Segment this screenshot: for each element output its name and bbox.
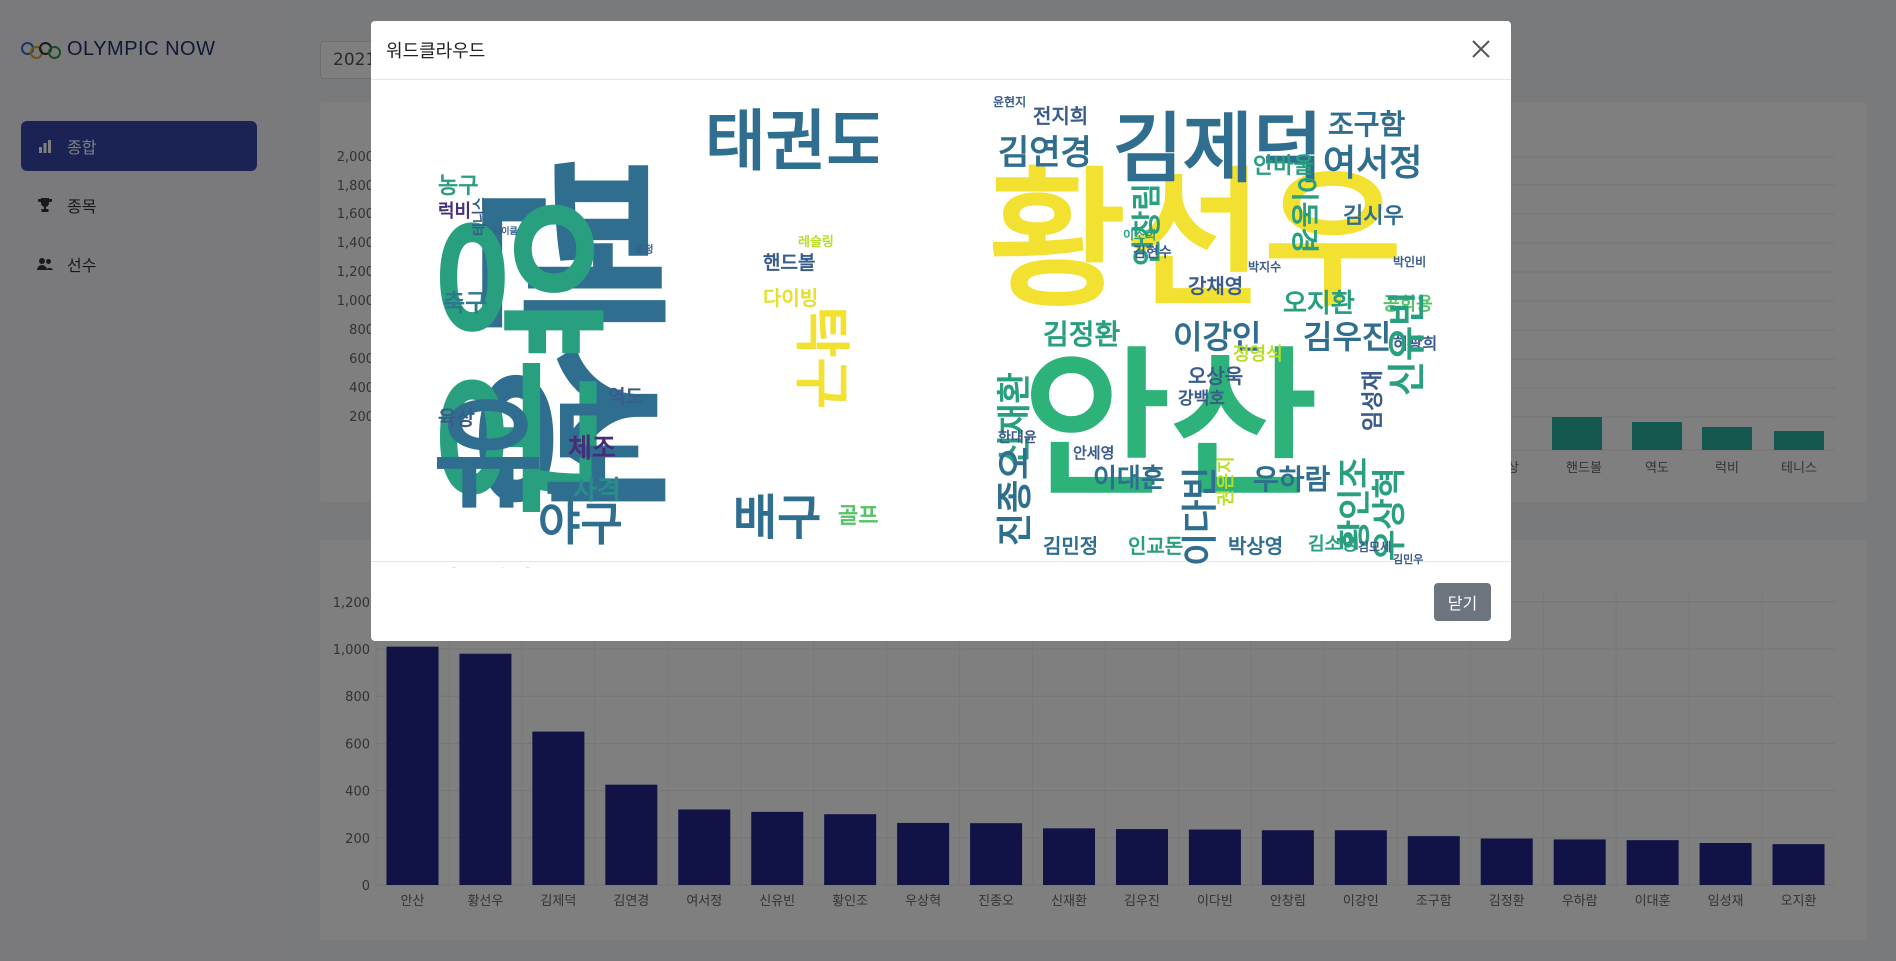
cloud-word: 인교돈 bbox=[1128, 534, 1184, 558]
athletes-word-cloud: 황선우 안산 김제덕 김연경 여서정 조구함 전지희 김시우 이동경 안바울 안… bbox=[993, 96, 1438, 568]
cloud-word: 신유빈 bbox=[1385, 291, 1429, 396]
cloud-word: 황선우 bbox=[993, 154, 1403, 328]
cloud-word: 이강인 bbox=[1173, 318, 1262, 356]
cloud-word: 이다빈 bbox=[1180, 466, 1221, 566]
cloud-word: 핸드볼 bbox=[763, 252, 816, 274]
cloud-word: 김정환 bbox=[1043, 318, 1121, 351]
cloud-word: 육상 bbox=[438, 406, 475, 430]
cloud-word: 사격 bbox=[573, 476, 621, 506]
cloud-word: 강백호 bbox=[1178, 389, 1225, 409]
cloud-word: 김우진 bbox=[1303, 318, 1392, 356]
modal-footer: 닫기 bbox=[371, 562, 1511, 639]
cloud-word: 사이클 bbox=[493, 227, 518, 237]
cloud-word: 김소영 bbox=[1308, 534, 1358, 555]
modal-header: 워드클라우드 bbox=[371, 21, 1511, 80]
cloud-word: 임성재 bbox=[1361, 370, 1386, 431]
cloud-word: 김민우 bbox=[1393, 553, 1424, 566]
cloud-word: 레슬링 bbox=[798, 235, 834, 250]
cloud-word: 진종오 bbox=[995, 446, 1036, 546]
cloud-word: 안산 bbox=[1023, 332, 1318, 519]
close-button[interactable]: 닫기 bbox=[1434, 583, 1491, 621]
cloud-word: 이소희 bbox=[1123, 228, 1157, 242]
cloud-word: 권은지 bbox=[1216, 456, 1237, 506]
cloud-word: 김민정 bbox=[1043, 534, 1099, 558]
cloud-word: 김시우 bbox=[1343, 204, 1404, 229]
cloud-word: 김모세 bbox=[1358, 540, 1392, 554]
cloud-word: 우하람 bbox=[1253, 463, 1331, 496]
cloud-word: 체조 bbox=[568, 434, 616, 464]
cloud-word: 김현수 bbox=[1133, 245, 1172, 261]
wordcloud-modal: 워드클라우드 태권도 펜싱 양궁 유도 축구 탁구 야구 배구 농구 럭비 핸드… bbox=[371, 21, 1511, 641]
cloud-word: 안바울 bbox=[1253, 154, 1314, 179]
cloud-word: 이대훈 bbox=[1093, 464, 1165, 494]
cloud-word: 박인비 bbox=[1393, 255, 1427, 269]
cloud-word: 역도 bbox=[608, 386, 643, 408]
cloud-word: 윤현지 bbox=[993, 96, 1027, 109]
cloud-word: 강채영 bbox=[1188, 274, 1244, 298]
cloud-word: 정영식 bbox=[1233, 344, 1283, 365]
cloud-word: 오상욱 bbox=[1188, 364, 1244, 388]
cloud-word: 안세영 bbox=[1073, 444, 1115, 462]
cloud-word: 배구 bbox=[733, 490, 822, 546]
cloud-word: 태권도 bbox=[705, 103, 878, 180]
cloud-word: 박지수 bbox=[1248, 260, 1282, 274]
close-icon[interactable] bbox=[1469, 37, 1493, 61]
cloud-word: 김연경 bbox=[998, 133, 1092, 173]
modal-body: 태권도 펜싱 양궁 유도 축구 탁구 야구 배구 농구 럭비 핸드볼 다이빙 역… bbox=[371, 80, 1511, 566]
cloud-word: 축구 bbox=[443, 289, 488, 317]
cloud-word: 김제덕 bbox=[1113, 104, 1323, 193]
cloud-word: 유도 bbox=[433, 386, 654, 525]
cloud-word: 럭비 bbox=[438, 201, 472, 222]
cloud-word: 한대윤 bbox=[998, 430, 1037, 446]
cloud-word: 조정 bbox=[635, 245, 654, 256]
cloud-word: 탁구 bbox=[788, 306, 853, 410]
cloud-word: 박상영 bbox=[1228, 534, 1284, 558]
cloud-word: 여서정 bbox=[1323, 143, 1423, 184]
cloud-word: 농구 bbox=[438, 174, 479, 199]
cloud-word: 조구함 bbox=[1328, 108, 1406, 141]
cloud-word: 오지환 bbox=[1283, 289, 1355, 319]
cloud-word: 야구 bbox=[538, 497, 623, 551]
cloud-word: 테니스 bbox=[472, 197, 488, 236]
cloud-word: 공희용 bbox=[1383, 294, 1433, 315]
cloud-word: 다이빙 bbox=[763, 286, 819, 310]
cloud-word: 허광희 bbox=[1393, 334, 1438, 353]
sports-word-cloud: 태권도 펜싱 양궁 유도 축구 탁구 야구 배구 농구 럭비 핸드볼 다이빙 역… bbox=[433, 96, 878, 568]
cloud-word: 이동경 bbox=[1288, 176, 1321, 254]
cloud-word: 골프 bbox=[838, 504, 878, 529]
modal-title: 워드클라우드 bbox=[386, 41, 486, 62]
cloud-word: 전지희 bbox=[1033, 104, 1089, 128]
